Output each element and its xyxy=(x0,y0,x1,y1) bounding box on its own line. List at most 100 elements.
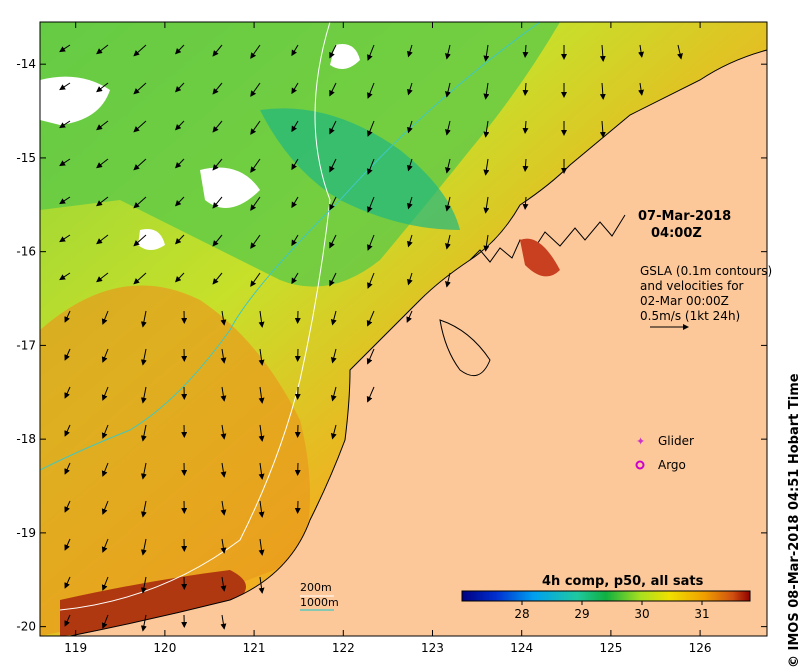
velocity-arrow xyxy=(445,234,451,250)
velocity-arrow xyxy=(250,82,261,97)
velocity-arrow xyxy=(96,158,109,169)
velocity-arrow xyxy=(291,196,299,209)
velocity-arrow xyxy=(96,120,109,131)
isobath-1000m xyxy=(40,22,541,471)
velocity-arrow xyxy=(140,500,147,518)
velocity-arrow xyxy=(220,614,227,630)
velocity-arrow xyxy=(175,272,185,283)
velocity-arrow xyxy=(101,500,109,515)
velocity-arrow xyxy=(212,196,223,209)
legend: ✦ Glider Argo xyxy=(635,434,694,472)
velocity-arrow xyxy=(101,348,109,363)
colorbar xyxy=(461,590,751,602)
velocity-arrow xyxy=(367,82,375,99)
velocity-arrow xyxy=(140,614,147,632)
velocity-arrow xyxy=(330,386,337,402)
velocity-arrow xyxy=(483,120,490,138)
land-mass xyxy=(69,22,767,636)
velocity-arrow xyxy=(212,234,223,247)
cloud-gap xyxy=(138,229,165,250)
colorbar-tick-label: 29 xyxy=(574,607,589,621)
velocity-arrow xyxy=(220,576,227,592)
velocity-arrow xyxy=(175,44,185,55)
velocity-arrow xyxy=(133,234,147,247)
velocity-arrow xyxy=(175,196,185,207)
velocity-arrow xyxy=(329,196,337,211)
velocity-arrow xyxy=(291,120,299,133)
map-date: 07-Mar-2018 xyxy=(638,209,731,224)
velocity-arrow xyxy=(101,614,109,629)
velocity-arrow xyxy=(367,196,375,213)
velocity-arrows xyxy=(59,44,683,632)
velocity-arrow xyxy=(64,614,71,627)
velocity-arrow xyxy=(291,82,299,95)
velocity-arrow xyxy=(133,272,147,285)
velocity-arrow xyxy=(367,234,375,251)
gsla-line-1: GSLA (0.1m contours) xyxy=(640,264,772,278)
velocity-arrow xyxy=(59,272,71,281)
colorbar-tick-label: 28 xyxy=(514,607,529,621)
lat-tick-label: -20 xyxy=(16,620,36,634)
lat-tick-label: -16 xyxy=(16,245,36,259)
velocity-arrow xyxy=(483,158,490,176)
velocity-arrow xyxy=(175,82,185,93)
velocity-arrow xyxy=(330,424,337,440)
velocity-arrow xyxy=(445,196,451,212)
velocity-arrow xyxy=(258,500,265,518)
velocity-arrow xyxy=(175,158,185,169)
velocity-arrow xyxy=(64,576,71,589)
velocity-arrow xyxy=(366,386,375,403)
velocity-arrow xyxy=(101,538,109,553)
velocity-arrow xyxy=(64,538,71,551)
velocity-arrow xyxy=(212,158,223,171)
map-time: 04:00Z xyxy=(651,226,702,241)
velocity-arrow xyxy=(133,82,147,95)
velocity-arrow xyxy=(330,310,337,326)
velocity-arrow xyxy=(522,44,529,58)
velocity-arrow xyxy=(522,82,529,96)
velocity-arrow xyxy=(366,310,375,327)
lon-tick-label: 124 xyxy=(510,641,533,655)
argo-marker-icon xyxy=(635,460,645,470)
velocity-arrow xyxy=(330,348,337,364)
velocity-arrow xyxy=(140,348,147,366)
velocity-arrow xyxy=(291,158,299,171)
velocity-arrow xyxy=(250,158,261,173)
lon-tick-label: 121 xyxy=(243,641,266,655)
velocity-arrow xyxy=(483,82,490,100)
lon-tick-label: 119 xyxy=(64,641,87,655)
velocity-arrow xyxy=(220,348,227,364)
velocity-arrow xyxy=(407,272,413,286)
velocity-arrow xyxy=(445,158,451,174)
cool-water-core xyxy=(260,108,460,230)
velocity-arrow xyxy=(175,120,185,131)
velocity-arrow xyxy=(258,310,265,328)
lat-tick-label: -15 xyxy=(16,151,36,165)
gsla-line-3: 02-Mar 00:00Z xyxy=(640,294,729,308)
velocity-arrow xyxy=(258,424,265,442)
velocity-arrow xyxy=(64,310,71,323)
velocity-arrow xyxy=(101,462,109,477)
warm-bay xyxy=(520,238,560,277)
cloud-gap xyxy=(330,44,360,69)
velocity-arrow xyxy=(133,196,147,209)
lon-tick-label: 120 xyxy=(153,641,176,655)
velocity-arrow xyxy=(407,234,413,248)
velocity-arrow xyxy=(638,82,645,96)
velocity-arrow xyxy=(101,424,109,439)
velocity-arrow xyxy=(133,120,147,133)
velocity-arrow xyxy=(140,462,147,480)
velocity-arrow xyxy=(64,462,71,475)
velocity-arrow xyxy=(258,576,265,594)
velocity-arrow xyxy=(101,576,109,591)
velocity-arrow xyxy=(250,120,261,135)
legend-argo-label: Argo xyxy=(658,458,686,472)
velocity-arrow xyxy=(212,272,223,285)
cloud-gap xyxy=(200,167,260,208)
axis-ticks: 119 120 121 122 123 124 125 126 -14 -15 -16 -17 -18 -… xyxy=(16,22,767,655)
velocity-arrow xyxy=(258,348,265,366)
velocity-arrow xyxy=(445,82,451,98)
velocity-arrow xyxy=(407,158,413,172)
velocity-arrow xyxy=(677,44,683,60)
velocity-arrow xyxy=(64,424,71,437)
